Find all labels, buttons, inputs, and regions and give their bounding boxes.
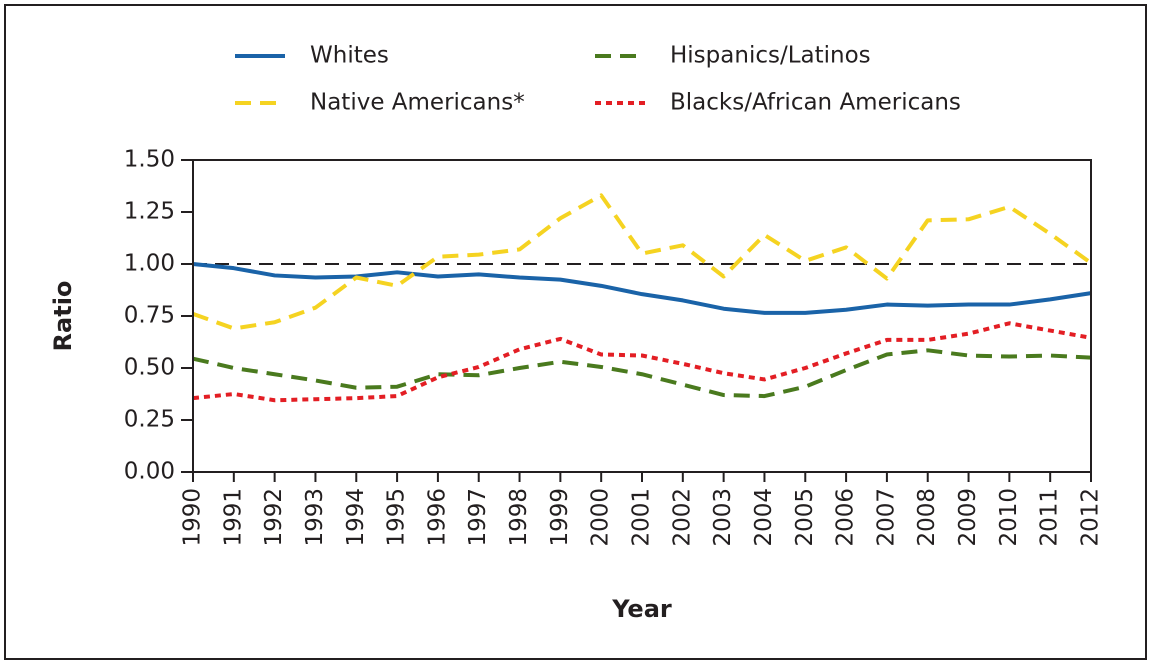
- series-line: [192, 321, 1092, 403]
- x-tick-label: 2012: [1078, 488, 1104, 547]
- series-line: [192, 193, 1093, 331]
- legend-label: Native Americans*: [310, 90, 525, 116]
- x-tick-label: 2001: [629, 488, 655, 547]
- frame: [4, 4, 1147, 660]
- x-tick-label: 2006: [833, 488, 859, 547]
- legend-label: Blacks/African Americans: [670, 90, 961, 116]
- x-tick-label: 1990: [180, 488, 206, 547]
- x-tick-label: 2000: [588, 488, 614, 547]
- x-tick-label: 1998: [506, 488, 532, 547]
- y-tick-label: 0.75: [124, 303, 175, 329]
- legend-label: Whites: [310, 43, 389, 69]
- y-tick-label: 0.50: [124, 355, 175, 381]
- x-tick-label: 1996: [424, 488, 450, 547]
- y-tick-label: 1.50: [124, 147, 175, 173]
- y-axis-title: Ratio: [49, 281, 77, 352]
- x-tick-label: 1999: [547, 488, 573, 547]
- x-tick-label: 2008: [914, 488, 940, 547]
- x-tick-label: 1992: [261, 488, 287, 547]
- x-tick-label: 1991: [220, 488, 246, 547]
- x-tick-label: 2010: [996, 488, 1022, 547]
- x-tick-label: 2005: [792, 488, 818, 547]
- y-tick-label: 1.00: [124, 251, 175, 277]
- x-tick-label: 2002: [669, 488, 695, 547]
- x-tick-label: 1997: [465, 488, 491, 547]
- y-tick-label: 0.00: [124, 459, 175, 485]
- x-axis-title: Year: [611, 595, 672, 623]
- series-line: [192, 262, 1092, 315]
- x-tick-label: 1994: [343, 488, 369, 547]
- x-tick-label: 1993: [302, 488, 328, 547]
- legend-label: Hispanics/Latinos: [670, 43, 871, 69]
- x-tick-label: 2009: [955, 488, 981, 547]
- x-tick-label: 1995: [384, 488, 410, 547]
- series-line: [192, 348, 1092, 399]
- y-tick-label: 0.25: [124, 407, 175, 433]
- x-tick-label: 2004: [751, 488, 777, 547]
- y-tick-label: 1.25: [124, 199, 175, 225]
- plot-frame: [192, 159, 1092, 473]
- x-tick-label: 2007: [873, 488, 899, 547]
- x-tick-label: 2011: [1037, 488, 1063, 547]
- x-tick-label: 2003: [710, 488, 736, 547]
